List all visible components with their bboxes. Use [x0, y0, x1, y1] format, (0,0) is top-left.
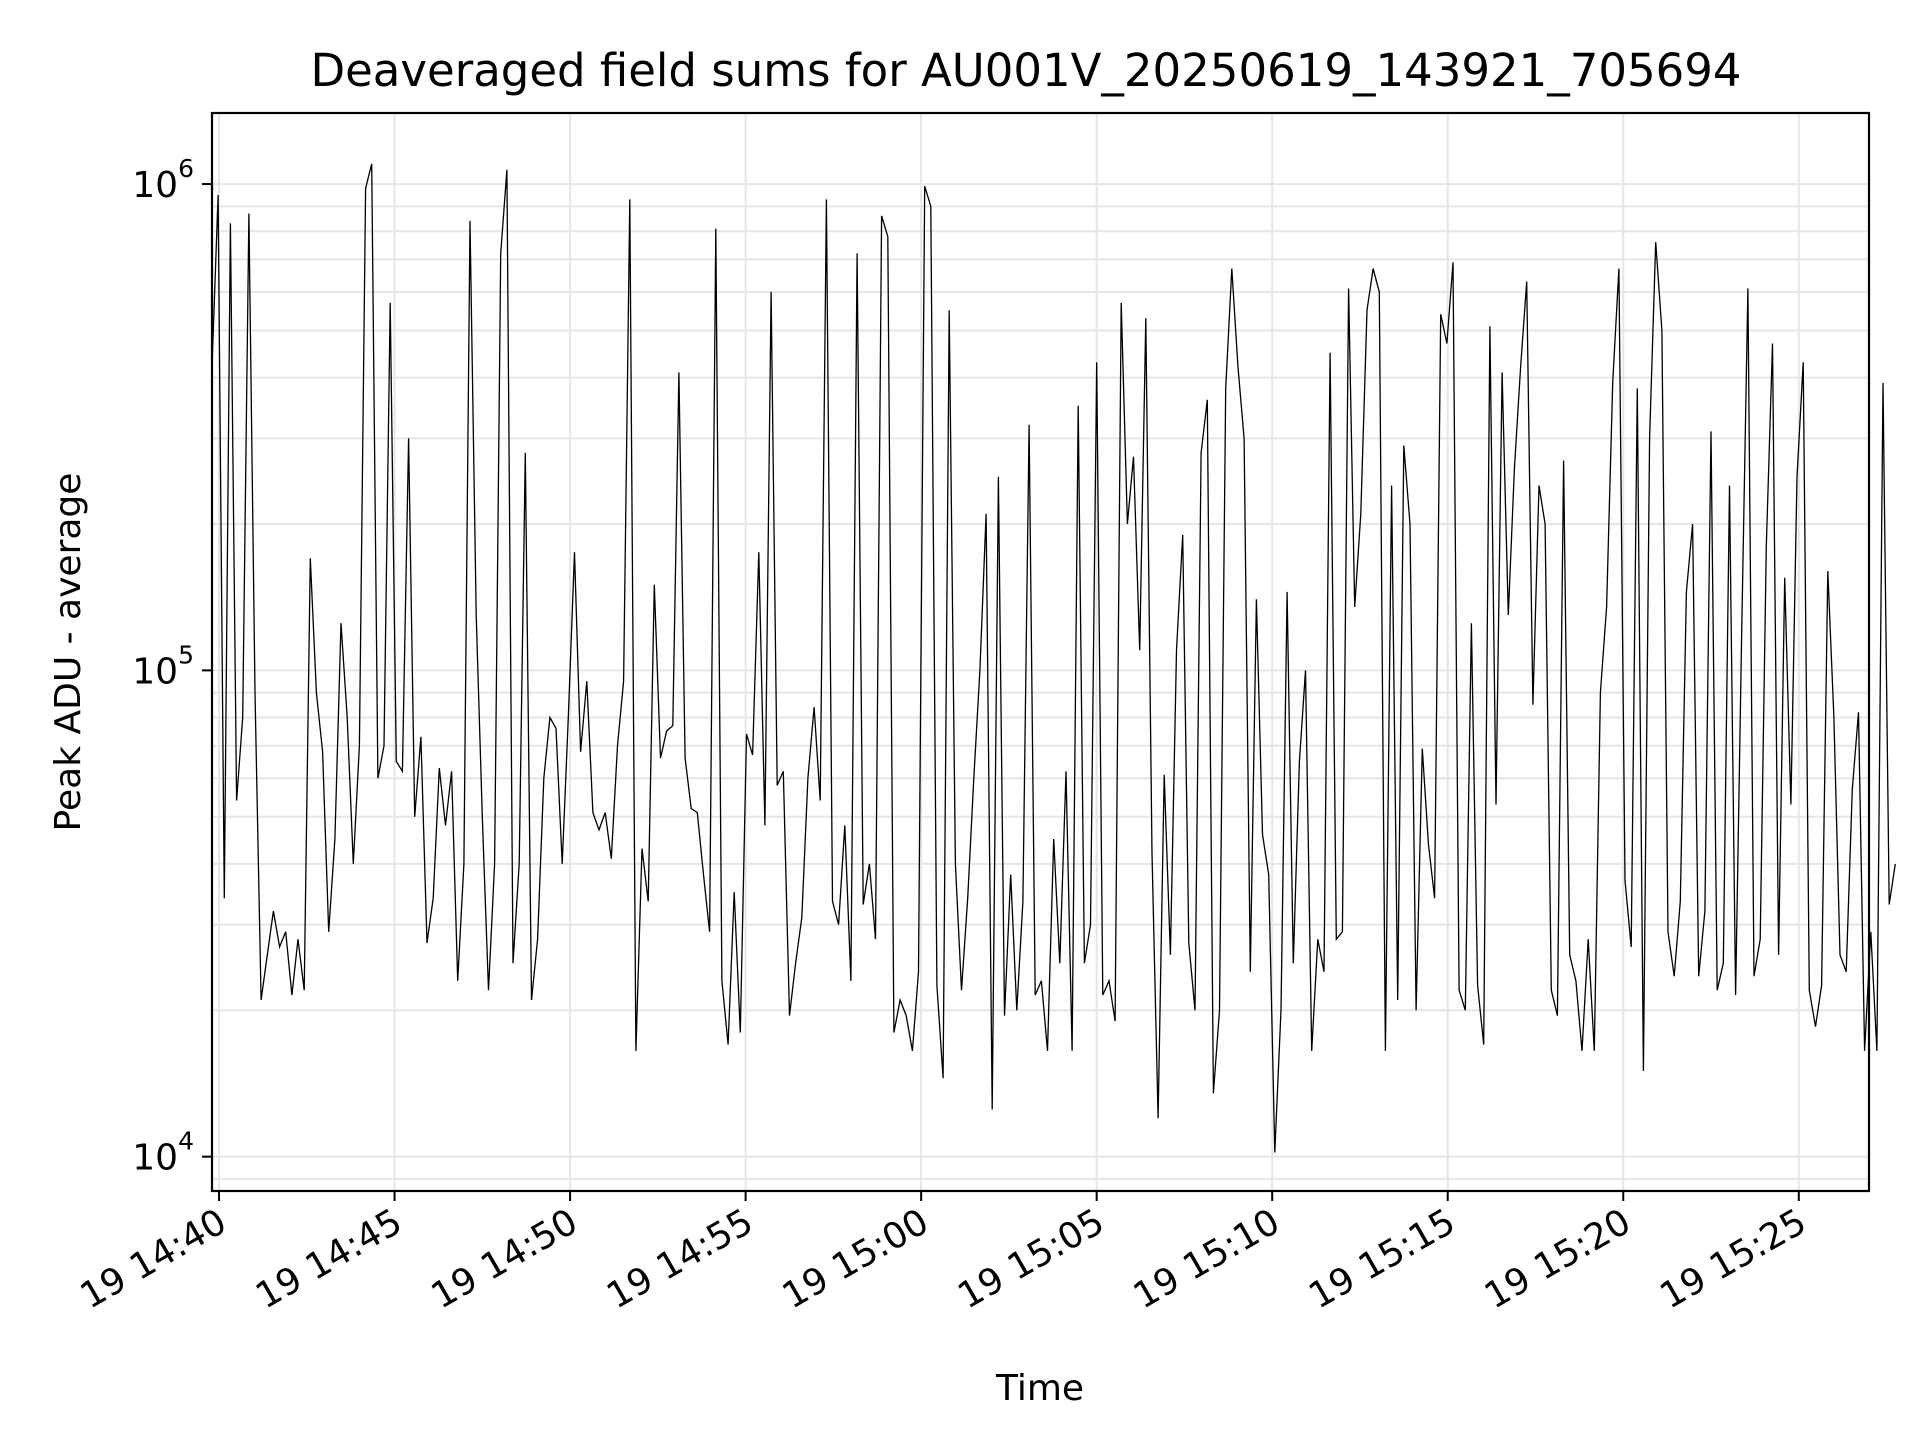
x-tick-label-3: 19 14:55 — [600, 1201, 760, 1317]
y-tick-label-2: 106 — [132, 154, 194, 206]
y-axis-label: Peak ADU - average — [48, 473, 89, 832]
x-tick-label-5: 19 15:05 — [951, 1201, 1111, 1317]
x-axis-label: Time — [995, 1368, 1084, 1409]
x-tick-label-6: 19 15:10 — [1127, 1201, 1287, 1317]
y-tick-label-exp-0: 4 — [178, 1127, 194, 1156]
y-tick-label-base-0: 10 — [132, 1138, 178, 1179]
x-tick-label-8: 19 15:20 — [1478, 1201, 1638, 1317]
y-tick-label-exp-2: 6 — [178, 154, 194, 183]
series-line-0 — [211, 163, 1896, 1153]
chart-title: Deaveraged field sums for AU001V_2025061… — [310, 44, 1741, 97]
x-tick-label-0: 19 14:40 — [74, 1201, 234, 1317]
series-layer — [211, 163, 1896, 1153]
y-tick-label-exp-1: 5 — [178, 640, 194, 669]
plot-frame — [210, 111, 1871, 1193]
x-tick-label-4: 19 15:00 — [776, 1201, 936, 1317]
grid — [212, 113, 1869, 1191]
x-tick-label-1: 19 14:45 — [249, 1201, 409, 1317]
y-tick-label-1: 105 — [132, 640, 194, 692]
y-tick-label-base-2: 10 — [132, 165, 178, 206]
y-tick-label-base-1: 10 — [132, 651, 178, 692]
x-tick-label-9: 19 15:25 — [1653, 1201, 1813, 1317]
y-tick-label-0: 104 — [132, 1127, 194, 1179]
x-tick-label-7: 19 15:15 — [1302, 1201, 1462, 1317]
x-tick-label-2: 19 14:50 — [425, 1201, 585, 1317]
x-axis: 19 14:40 19 14:45 19 14:50 19 14:55 19 15:00… — [74, 1191, 1813, 1317]
